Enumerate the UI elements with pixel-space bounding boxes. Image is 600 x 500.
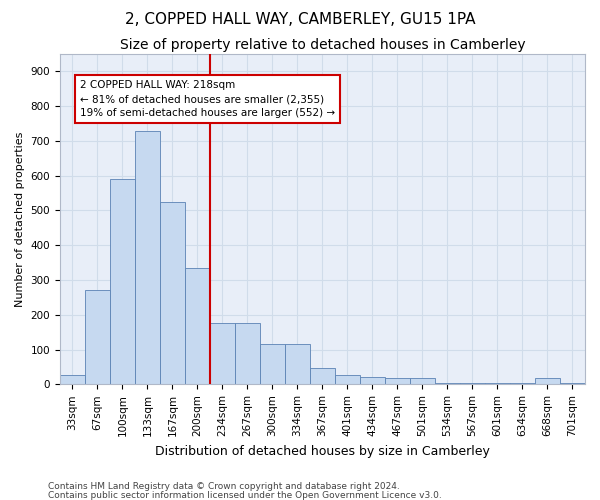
- X-axis label: Distribution of detached houses by size in Camberley: Distribution of detached houses by size …: [155, 444, 490, 458]
- Bar: [535, 378, 560, 384]
- Text: 2, COPPED HALL WAY, CAMBERLEY, GU15 1PA: 2, COPPED HALL WAY, CAMBERLEY, GU15 1PA: [125, 12, 475, 28]
- Bar: [60, 374, 85, 384]
- Bar: [235, 324, 260, 384]
- Bar: [110, 179, 135, 384]
- Y-axis label: Number of detached properties: Number of detached properties: [15, 132, 25, 307]
- Bar: [335, 374, 360, 384]
- Bar: [410, 378, 435, 384]
- Bar: [310, 368, 335, 384]
- Bar: [210, 324, 235, 384]
- Text: Contains public sector information licensed under the Open Government Licence v3: Contains public sector information licen…: [48, 490, 442, 500]
- Bar: [260, 344, 285, 385]
- Text: Contains HM Land Registry data © Crown copyright and database right 2024.: Contains HM Land Registry data © Crown c…: [48, 482, 400, 491]
- Bar: [460, 382, 485, 384]
- Bar: [285, 344, 310, 385]
- Bar: [160, 202, 185, 384]
- Bar: [85, 290, 110, 384]
- Bar: [385, 378, 410, 384]
- Bar: [510, 382, 535, 384]
- Bar: [485, 382, 510, 384]
- Text: 2 COPPED HALL WAY: 218sqm
← 81% of detached houses are smaller (2,355)
19% of se: 2 COPPED HALL WAY: 218sqm ← 81% of detac…: [80, 80, 335, 118]
- Bar: [185, 268, 210, 384]
- Bar: [560, 382, 585, 384]
- Title: Size of property relative to detached houses in Camberley: Size of property relative to detached ho…: [119, 38, 525, 52]
- Bar: [360, 376, 385, 384]
- Bar: [135, 130, 160, 384]
- Bar: [435, 382, 460, 384]
